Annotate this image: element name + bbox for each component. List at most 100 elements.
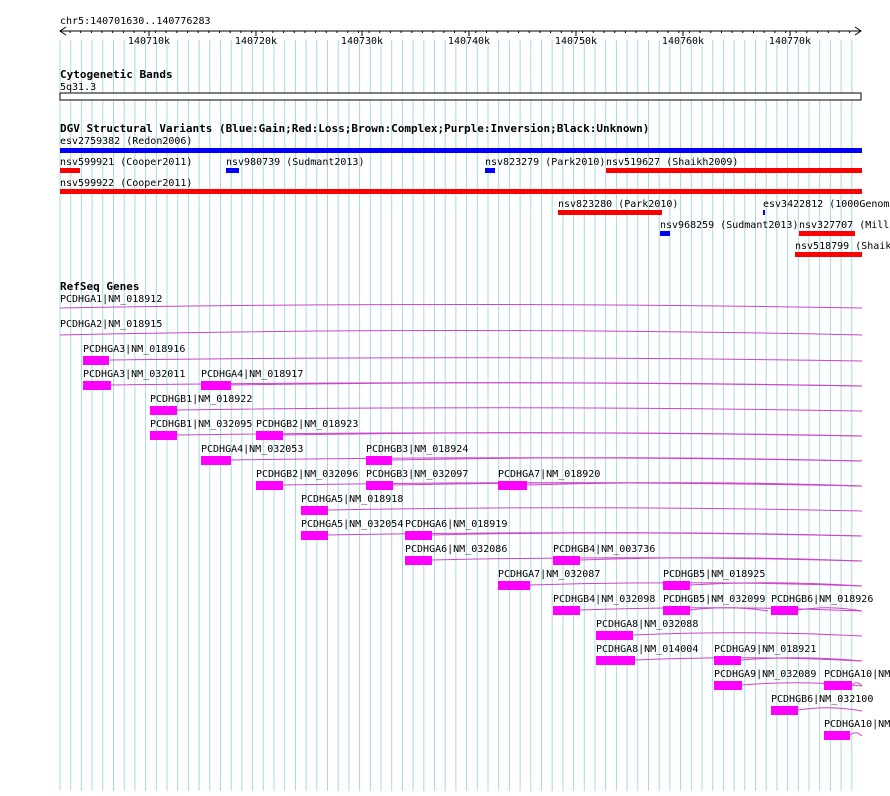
gene-g09[interactable]: PCDHGA4|NM_032053 [201,444,863,465]
scroll-right-arrow-icon[interactable] [854,26,862,36]
sv-bar[interactable] [60,168,80,173]
sv-feature-nsv980739[interactable]: nsv980739 (Sudmant2013) [226,157,364,173]
gene-exon[interactable] [256,481,283,490]
gene-label: PCDHGB2|NM_018923 [256,419,358,430]
sv-feature-nsv519627[interactable]: nsv519627 (Shaikh2009) [606,157,862,173]
gene-exon[interactable] [301,531,328,540]
gene-g10[interactable]: PCDHGB3|NM_018924 [366,444,863,465]
gene-exon[interactable] [553,606,580,615]
gene-exon[interactable] [596,631,633,640]
gene-g05[interactable]: PCDHGA4|NM_018917 [201,369,863,390]
gene-g20[interactable]: PCDHGB5|NM_018925 [663,569,863,590]
refseq-track: PCDHGA1|NM_018912 PCDHGA2|NM_018915 PCDHGA… [59,294,890,740]
gene-exon[interactable] [201,381,231,390]
sv-bar[interactable] [660,231,670,236]
gene-exon[interactable] [714,656,741,665]
gene-exon[interactable] [256,431,283,440]
gene-exon[interactable] [201,456,231,465]
gene-g19[interactable]: PCDHGA7|NM_032087 [498,569,863,590]
gene-intron-line [849,732,863,737]
gene-g24[interactable]: PCDHGA8|NM_032088 [596,619,863,640]
sv-bar[interactable] [795,252,862,257]
dgv-track-title: DGV Structural Variants (Blue:Gain;Red:L… [60,122,649,135]
gene-exon[interactable] [771,606,798,615]
sv-feature-esv3422812[interactable]: esv3422812 (1000Genomes [763,199,890,215]
gene-label: PCDHGA1|NM_018912 [60,294,162,305]
sv-feature-nsv823280[interactable]: nsv823280 (Park2010) [558,199,678,215]
gene-intron-line [282,432,863,437]
gene-g30[interactable]: PCDHGA10|NM [824,719,890,740]
gene-g03[interactable]: PCDHGA3|NM_018916 [83,344,863,365]
gene-label: PCDHGB1|NM_032095 [150,419,252,430]
scroll-left-arrow-icon[interactable] [59,26,67,36]
ruler-tick-label: 140770k [769,36,811,47]
sv-feature-esv2759382[interactable]: esv2759382 (Redon2006) [60,136,862,153]
gene-exon[interactable] [714,681,742,690]
gene-exon[interactable] [498,481,527,490]
sv-bar[interactable] [60,189,862,194]
gene-g23[interactable]: PCDHGB6|NM_018926 [771,594,873,615]
gene-exon[interactable] [150,431,177,440]
ruler[interactable]: 140710k 140720k 140730k 140740k 140750k 14076… [59,26,862,47]
gene-g22[interactable]: PCDHGB5|NM_032099 [663,594,769,615]
sv-bar[interactable] [606,168,862,173]
gene-label: PCDHGB6|NM_018926 [771,594,873,605]
sv-bar[interactable] [799,231,855,236]
gene-exon[interactable] [366,481,393,490]
gene-label: PCDHGB2|NM_032096 [256,469,358,480]
sv-label: nsv823279 (Park2010) [485,157,605,168]
gene-g08[interactable]: PCDHGB2|NM_018923 [256,419,863,440]
ruler-tick-label: 140730k [341,36,383,47]
gene-g28[interactable]: PCDHGA10|NM [824,669,890,690]
sv-bar[interactable] [226,168,239,173]
gene-exon[interactable] [366,456,392,465]
sv-feature-nsv968259[interactable]: nsv968259 (Sudmant2013) [660,220,798,236]
gene-exon[interactable] [824,681,852,690]
sv-label: nsv980739 (Sudmant2013) [226,157,364,168]
gene-exon[interactable] [301,506,328,515]
gene-g14[interactable]: PCDHGA5|NM_018918 [301,494,863,515]
gene-label: PCDHGA7|NM_018920 [498,469,600,480]
gene-exon[interactable] [663,581,690,590]
sv-feature-nsv823279[interactable]: nsv823279 (Park2010) [485,157,605,173]
gene-intron-line [740,657,863,662]
sv-feature-nsv518799[interactable]: nsv518799 (Shaik [795,241,890,257]
sv-bar[interactable] [763,210,765,215]
gene-exon[interactable] [150,406,177,415]
sv-label: nsv823280 (Park2010) [558,199,678,210]
gene-g06[interactable]: PCDHGB1|NM_018922 [150,394,863,415]
gene-g13[interactable]: PCDHGA7|NM_018920 [498,469,863,490]
gene-g02[interactable]: PCDHGA2|NM_018915 [59,319,863,336]
gene-g15[interactable]: PCDHGA5|NM_032054 [301,519,863,540]
gene-g25[interactable]: PCDHGA8|NM_014004 [596,644,863,665]
gene-exon[interactable] [824,731,850,740]
gene-label: PCDHGA4|NM_018917 [201,369,303,380]
gene-intron-line [230,382,863,387]
gene-g29[interactable]: PCDHGB6|NM_032100 [771,694,873,715]
gene-exon[interactable] [663,606,690,615]
gene-intron-line [526,482,863,487]
gene-label: PCDHGB5|NM_032099 [663,594,765,605]
gene-exon[interactable] [771,706,798,715]
gene-exon[interactable] [405,556,432,565]
sv-bar[interactable] [485,168,495,173]
gene-g26[interactable]: PCDHGA9|NM_018921 [714,644,863,665]
gene-intron-line [689,607,769,612]
gene-exon[interactable] [83,356,109,365]
gene-intron-line [579,557,863,562]
gene-exon[interactable] [596,656,635,665]
cytoband-bar[interactable] [59,92,862,101]
gene-g16[interactable]: PCDHGA6|NM_018919 [405,519,863,540]
sv-bar[interactable] [558,210,662,215]
sv-feature-nsv599922[interactable]: nsv599922 (Cooper2011) [60,178,862,194]
sv-feature-nsv327707[interactable]: nsv327707 (Mills [799,220,890,236]
sv-bar[interactable] [60,148,862,153]
gene-g18[interactable]: PCDHGB4|NM_003736 [553,544,863,565]
gene-exon[interactable] [83,381,111,390]
gene-exon[interactable] [498,581,530,590]
sv-feature-nsv599921[interactable]: nsv599921 (Cooper2011) [60,157,192,173]
gene-exon[interactable] [553,556,580,565]
gene-label: PCDHGA8|NM_014004 [596,644,698,655]
gene-exon[interactable] [405,531,432,540]
gene-g01[interactable]: PCDHGA1|NM_018912 [59,294,863,309]
